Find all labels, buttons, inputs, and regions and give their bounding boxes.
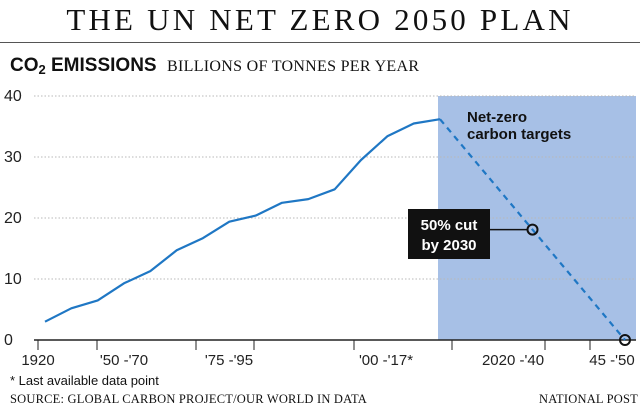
page-title: THE UN NET ZERO 2050 PLAN [66,2,574,37]
annotation-line-1: 50% cut [421,217,478,234]
y-tick-label: 0 [4,332,13,349]
co2-text: CO [10,55,39,76]
historical-emissions-line [44,118,441,323]
footnote: * Last available data point [10,373,159,388]
co2-label: CO2 EMISSIONS [10,55,157,77]
y-tick-label: 40 [4,88,22,105]
x-tick-label: 2020 -'40 [482,352,544,369]
x-tick-label: 45 -'50 [589,352,634,369]
publisher-credit: NATIONAL POST [538,392,638,406]
annotation-line-2: by 2030 [421,237,476,254]
annotation-box [408,209,490,259]
co2-subscript: 2 [38,62,46,77]
y-tick-label: 30 [4,149,22,166]
unit-label: BILLIONS OF TONNES PER YEAR [167,58,420,75]
shaded-region-label-2: carbon targets [467,126,571,143]
marker-2030-point [526,223,539,236]
emissions-chart: 0 10 20 30 40 1920 '50 -'70 '75 -'95 '00 -'17* 2… [4,88,636,369]
x-axis-ticks: 1920 '50 -'70 '75 -'95 '00 -'17* 2020 -'40 45… [21,340,635,369]
y-axis-ticks: 0 10 20 30 40 [4,88,22,349]
chart-heading: CO2 EMISSIONS BILLIONS OF TONNES PER YEA… [10,55,419,77]
x-tick-label: 1920 [21,352,54,369]
x-tick-label: '50 -'70 [100,352,148,369]
source-credit: SOURCE: GLOBAL CARBON PROJECT/OUR WORLD … [10,392,368,406]
x-tick-label: '00 -'17* [359,352,413,369]
projection-dashed-line [439,118,626,341]
shaded-region-label-1: Net-zero [467,109,527,126]
emissions-text: EMISSIONS [45,55,157,76]
y-tick-label: 10 [4,271,22,288]
y-tick-label: 20 [4,210,22,227]
grid-lines [34,95,636,280]
x-tick-label: '75 -'95 [205,352,253,369]
title-divider [0,42,640,43]
marker-2050-point [619,334,631,346]
